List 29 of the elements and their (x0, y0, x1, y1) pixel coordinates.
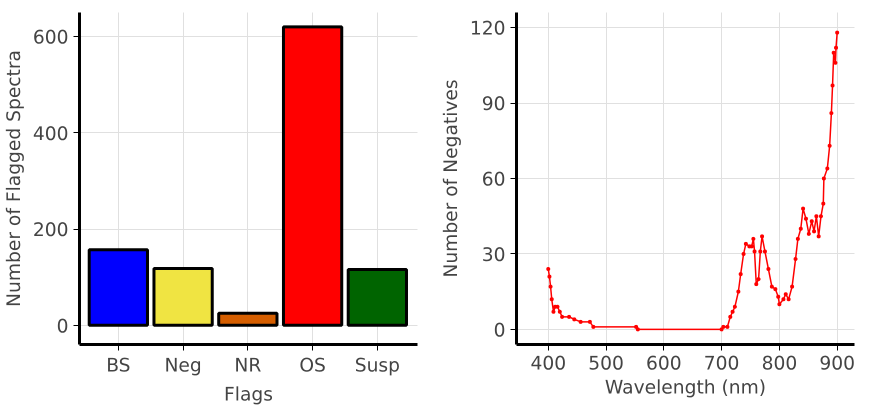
x-tick-label: Neg (164, 356, 202, 376)
x-tick-label: 800 (762, 354, 798, 374)
bar (217, 312, 278, 327)
y-tick-label: 120 (470, 18, 506, 40)
bar (346, 268, 408, 327)
x-tick-label: 700 (704, 354, 740, 374)
y-axis-title: Number of Negatives (440, 79, 462, 278)
x-tick-label: 400 (530, 354, 566, 374)
x-tick-label: 500 (588, 354, 624, 374)
x-tick-label: 900 (819, 354, 855, 374)
x-tick-label: BS (106, 356, 131, 376)
x-tick-label: 600 (646, 354, 682, 374)
y-tick-label: 30 (482, 244, 506, 266)
y-tick-label: 90 (482, 94, 506, 116)
y-tick-label: 400 (32, 124, 68, 145)
x-axis-title: Flags (224, 384, 273, 406)
x-tick-label: Susp (354, 356, 400, 376)
y-axis-title: Number of Flagged Spectra (4, 50, 25, 307)
x-tick-label: NR (234, 356, 262, 376)
y-tick-label: 0 (494, 320, 506, 342)
y-tick-label: 0 (56, 316, 69, 338)
bar (88, 248, 149, 327)
y-tick-label: 600 (32, 28, 68, 49)
y-tick-label: 60 (482, 170, 506, 190)
x-tick-label: OS (299, 356, 326, 376)
x-axis-title: Wavelength (nm) (604, 378, 766, 398)
y-tick-label: 200 (32, 220, 68, 242)
bar (282, 25, 344, 327)
bar (152, 266, 214, 327)
